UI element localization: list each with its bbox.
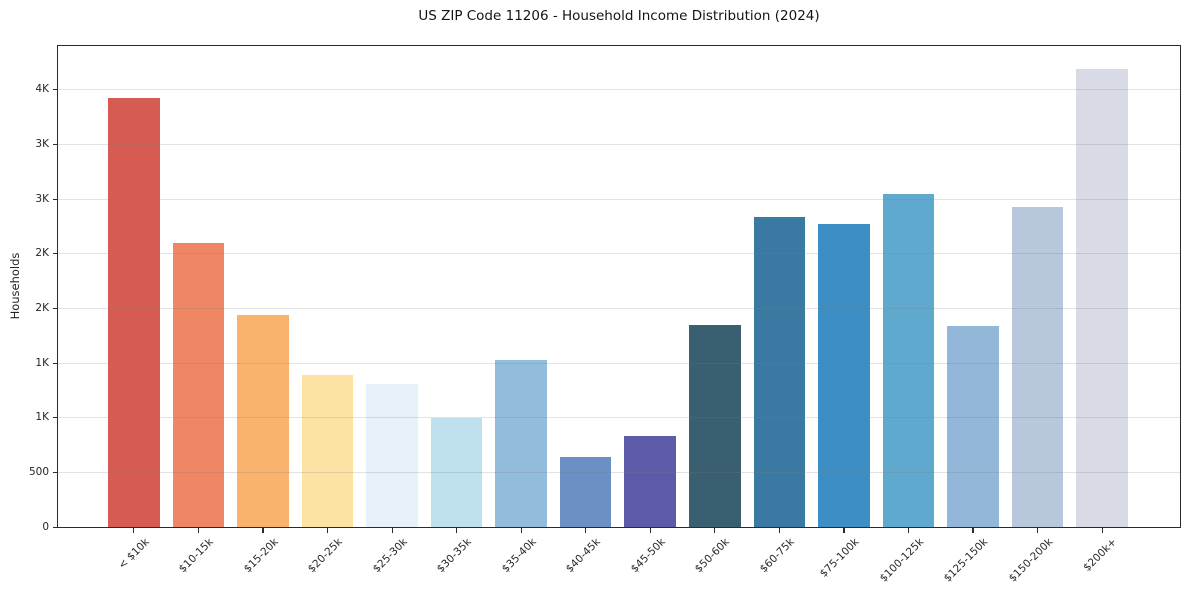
gridline-2000 xyxy=(58,307,1180,309)
x-tick-label: $125-150k xyxy=(941,536,991,585)
gridline-1500 xyxy=(58,362,1180,364)
y-tick-label: 1K xyxy=(35,356,49,369)
bar-$50-60k xyxy=(689,324,741,527)
x-tick-mark xyxy=(649,528,651,533)
y-tick-mark xyxy=(52,143,58,146)
x-tick-label: < $10k xyxy=(115,536,152,572)
y-tick-mark xyxy=(52,417,58,419)
y-tick-label: 2K xyxy=(35,301,49,314)
x-tick-mark xyxy=(714,528,716,533)
x-tick-mark xyxy=(197,528,200,533)
x-tick-mark xyxy=(907,528,910,533)
y-tick-mark xyxy=(52,253,58,255)
x-tick-mark xyxy=(133,528,135,533)
y-tick-label: 3K xyxy=(35,192,49,205)
bar-$100-125k xyxy=(882,193,935,527)
x-tick-mark xyxy=(391,528,393,533)
gridline-2500 xyxy=(58,253,1180,255)
y-tick-mark xyxy=(52,526,58,528)
x-tick-label: $35-40k xyxy=(499,536,539,576)
bar-$75-100k xyxy=(818,224,870,527)
gridline-500 xyxy=(58,471,1180,473)
x-tick-mark xyxy=(520,528,522,533)
x-tick-mark xyxy=(778,528,780,533)
y-tick-label: 1K xyxy=(35,411,49,424)
bar-$20-25k xyxy=(301,375,354,527)
x-tick-mark xyxy=(585,528,587,533)
bar-$200k+ xyxy=(1076,68,1128,527)
x-tick-label: $200k+ xyxy=(1081,536,1120,574)
bar-$125-150k xyxy=(947,325,999,527)
x-tick-mark xyxy=(456,528,458,533)
chart-title: US ZIP Code 11206 - Household Income Dis… xyxy=(418,8,820,24)
y-tick-mark xyxy=(52,89,58,91)
y-tick-mark xyxy=(52,198,58,200)
y-tick-mark xyxy=(52,471,58,474)
gridline-1000 xyxy=(58,417,1180,419)
x-tick-label: $45-50k xyxy=(628,536,668,576)
x-tick-label: $150-200k xyxy=(1006,536,1055,585)
gridline-4000 xyxy=(58,89,1180,91)
x-tick-label: $20-25k xyxy=(305,536,345,576)
y-tick-label: 0 xyxy=(42,520,49,533)
gridline-3500 xyxy=(58,143,1180,145)
x-tick-label: $25-30k xyxy=(370,536,410,576)
x-tick-label: $50-60k xyxy=(693,536,733,576)
plot-area xyxy=(57,45,1181,528)
x-tick-label: $100-125k xyxy=(877,536,926,585)
x-tick-label: $30-35k xyxy=(434,536,475,576)
x-tick-label: $40-45k xyxy=(564,536,604,576)
x-tick-label: $75-100k xyxy=(817,536,862,580)
x-tick-mark xyxy=(262,528,264,533)
bar-$30-35k xyxy=(430,417,483,527)
y-tick-label: 3K xyxy=(35,137,49,150)
y-tick-mark xyxy=(52,307,58,310)
bar-$60-75k xyxy=(753,216,806,527)
bar-$150-200k xyxy=(1011,206,1064,527)
bar-$10-15k xyxy=(172,242,225,527)
x-tick-mark xyxy=(1101,528,1103,533)
y-tick-label: 2K xyxy=(35,247,49,260)
x-tick-mark xyxy=(326,528,329,533)
bar-$40-45k xyxy=(559,457,612,527)
x-tick-mark xyxy=(972,528,974,533)
gridline-3000 xyxy=(58,198,1180,200)
bar-< $10k xyxy=(108,98,160,527)
x-tick-mark xyxy=(1037,528,1039,533)
x-tick-label: $15-20k xyxy=(241,536,281,576)
bar-$45-50k xyxy=(624,436,676,527)
x-tick-label: $10-15k xyxy=(176,536,216,576)
bar-$35-40k xyxy=(495,359,547,527)
y-tick-label: 500 xyxy=(28,465,49,478)
y-tick-mark xyxy=(52,362,58,364)
bar-$15-20k xyxy=(237,314,289,527)
x-tick-label: $60-75k xyxy=(757,536,797,576)
x-tick-mark xyxy=(843,528,845,533)
y-tick-label: 4K xyxy=(35,83,49,96)
bar-$25-30k xyxy=(366,383,418,527)
